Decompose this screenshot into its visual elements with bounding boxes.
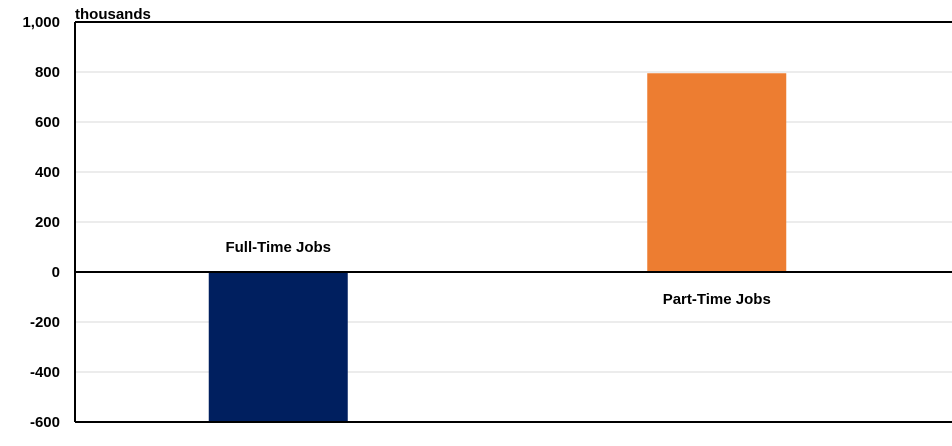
y-tick-label: -400	[30, 364, 60, 381]
category-label: Full-Time Jobs	[225, 239, 331, 256]
y-axis-unit-label: thousands	[75, 6, 151, 23]
y-tick-label: -600	[30, 414, 60, 431]
y-tick-label: 1,000	[22, 14, 60, 31]
y-tick-label: 400	[35, 164, 60, 181]
category-label: Part-Time Jobs	[663, 291, 771, 308]
y-tick-label: 0	[52, 264, 60, 281]
gridlines	[75, 71, 952, 373]
y-tick-label: 800	[35, 64, 60, 81]
labels: 1,000 800 600 400 200 0 -200 -400 -600 Full-Time …	[22, 14, 770, 431]
bars	[208, 73, 787, 422]
y-tick-label: 200	[35, 214, 60, 231]
y-tick-label: 600	[35, 114, 60, 131]
y-tick-label: -200	[30, 314, 60, 331]
bar-part-time-jobs	[647, 73, 787, 272]
axes	[74, 21, 952, 423]
bar-full-time-jobs	[208, 272, 348, 422]
